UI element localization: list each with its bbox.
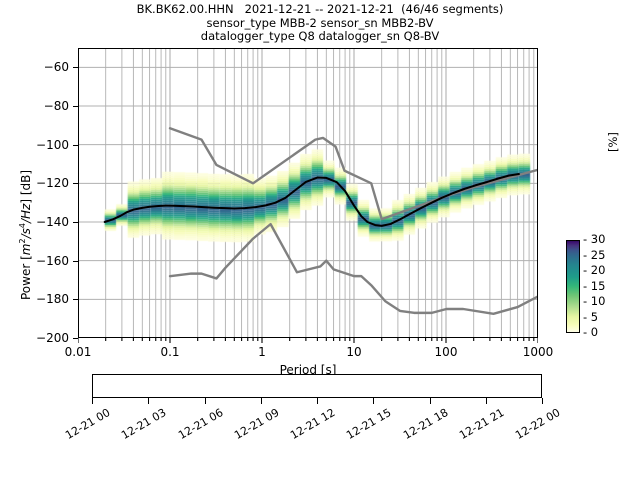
colorbar-tick: - 5 (583, 309, 599, 324)
x-tick-marks (78, 338, 538, 343)
colorbar-tick: - 15 (583, 278, 606, 293)
colorbar-gradient (566, 240, 580, 333)
y-tick-label: −140 (36, 215, 69, 229)
x-tick-label: 100 (434, 345, 458, 359)
x-tick-label: 1 (258, 345, 266, 359)
colorbar: - 30- 25- 20- 15- 10- 5- 0 (566, 233, 605, 338)
time-tick-label: 12-21 18 (400, 406, 450, 442)
x-tick-label: 0.1 (160, 345, 180, 359)
time-tick-label: 12-21 06 (175, 406, 225, 442)
coverage-tick (92, 398, 93, 404)
time-tick-label: 12-21 09 (231, 406, 282, 442)
title-line-2: sensor_type MBB-2 sensor_sn MBB2-BV (206, 15, 434, 30)
coverage-tick (148, 398, 150, 404)
x-tick-label: 0.01 (64, 345, 92, 359)
y-tick-mark (73, 183, 78, 185)
title-line-1: BK.BK62.00.HHN 2021-12-21 -- 2021-12-21 … (136, 2, 504, 16)
time-tick-label: 12-21 21 (456, 406, 507, 442)
time-tick-label: 12-21 00 (63, 406, 113, 442)
y-tick-label: −200 (36, 331, 69, 345)
colorbar-tick: - 0 (583, 325, 599, 339)
title-line-3: datalogger_type Q8 datalogger_sn Q8-BV (200, 29, 440, 43)
coverage-tick (317, 398, 318, 404)
y-tick-label: −160 (36, 253, 69, 268)
colorbar-unit-label: [%] (606, 132, 620, 152)
data-coverage-axes (92, 374, 543, 404)
coverage-tick (260, 398, 262, 404)
colorbar-tick: - 20 (583, 263, 606, 277)
y-tick-mark (73, 299, 78, 301)
y-tick-mark (73, 106, 78, 107)
coverage-tick (204, 398, 206, 404)
coverage-tick (373, 398, 375, 404)
colorbar-tick: - 30 (583, 232, 606, 246)
time-tick-label: 12-21 03 (119, 406, 169, 442)
y-tick-label: −180 (36, 292, 69, 307)
x-tick-label: 1000 (522, 345, 554, 359)
x-tick-label: 10 (346, 345, 362, 359)
psd-frame (78, 48, 538, 338)
coverage-tick (485, 398, 487, 404)
time-tick-label: 12-21 15 (344, 406, 394, 442)
y-tick-mark (73, 144, 78, 146)
x-axis-label: Period [s] (279, 363, 337, 377)
coverage-tick (542, 398, 543, 404)
y-tick-mark (73, 338, 78, 339)
colorbar-tick: - 10 (583, 294, 606, 308)
median-psd-line (103, 173, 520, 227)
y-tick-mark (73, 67, 78, 69)
coverage-frame (92, 374, 542, 398)
y-tick-label: −120 (36, 176, 69, 191)
y-tick-mark (73, 260, 78, 262)
time-tick-label: 12-22 00 (513, 406, 563, 442)
psd-histogram (78, 48, 538, 338)
y-tick-label: −60 (43, 60, 69, 75)
y-tick-label: −80 (43, 99, 69, 113)
time-tick-label: 12-21 12 (288, 406, 338, 442)
colorbar-tick: - 25 (583, 247, 606, 262)
coverage-tick (429, 398, 431, 404)
y-tick-mark (73, 222, 78, 223)
psd-axes (78, 48, 538, 343)
plot-title-block: BK.BK62.00.HHN 2021-12-21 -- 2021-12-21 … (0, 2, 640, 44)
y-tick-label: −100 (36, 137, 69, 152)
